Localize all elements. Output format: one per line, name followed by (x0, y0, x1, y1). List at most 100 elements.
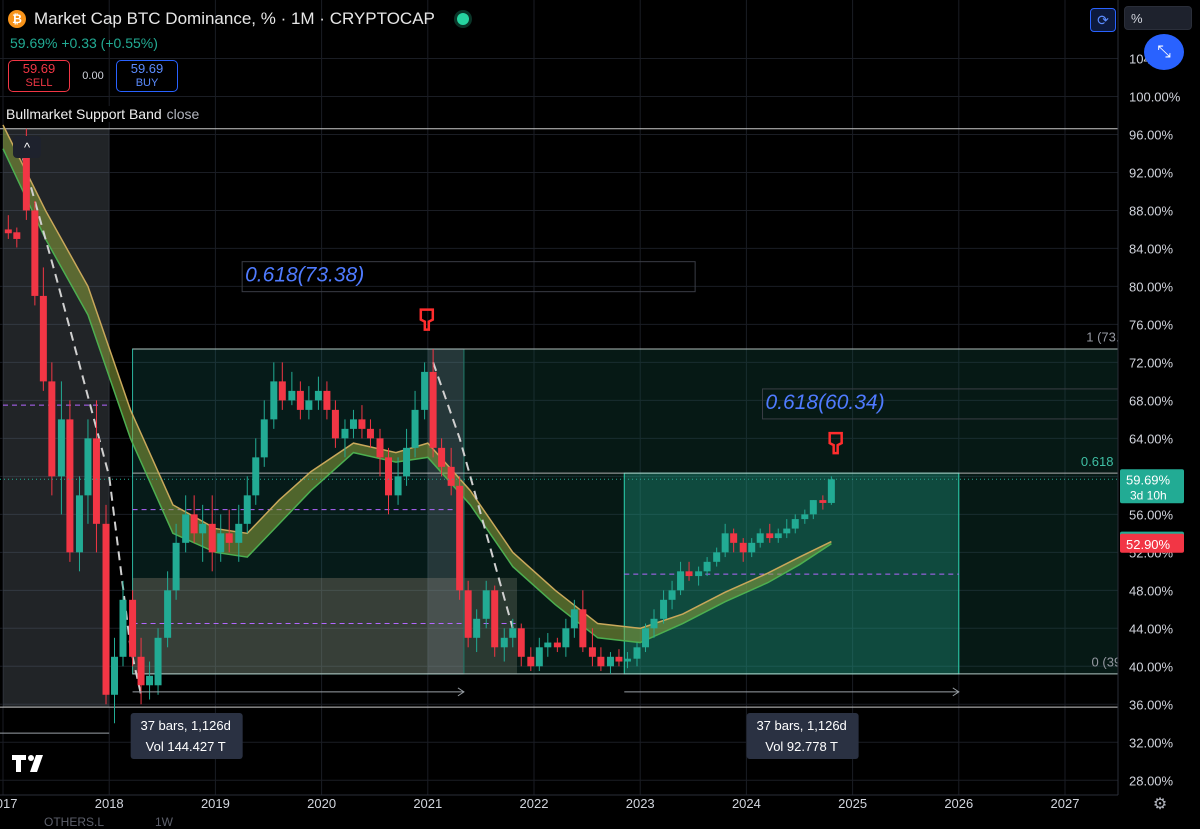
candle-body (146, 675, 154, 686)
price-axis-label: 52.90% (1126, 537, 1171, 552)
candle-body (252, 457, 260, 496)
candle-body (774, 533, 782, 539)
candle-body (111, 656, 119, 695)
symbol-title[interactable]: Market Cap BTC Dominance, % · 1M · CRYPT… (34, 9, 435, 28)
time-axis-tick: 2025 (838, 796, 867, 811)
candle-body (819, 500, 827, 503)
time-axis-tick: 2018 (95, 796, 124, 811)
candle-body (509, 628, 517, 638)
candle-body (827, 479, 835, 503)
candle-body (473, 618, 481, 638)
range-box (132, 577, 518, 674)
realtime-sync-button[interactable]: ⟳ (1090, 8, 1116, 32)
candle-body (22, 139, 30, 211)
scale-input[interactable] (1124, 6, 1192, 30)
candle-body (411, 409, 419, 448)
price-axis-tick: 48.00% (1129, 583, 1174, 598)
candle-body (376, 438, 384, 458)
candle-body (270, 381, 278, 420)
candle-body (154, 637, 162, 686)
candle-body (305, 400, 313, 410)
indicator-name[interactable]: Bullmarket Support Band (6, 106, 162, 122)
candle-body (464, 590, 472, 638)
candle-body (650, 618, 658, 629)
candle-body (137, 656, 145, 686)
dashed-moving-average (17, 143, 143, 695)
measure-label-box (130, 713, 243, 759)
candle-body (421, 371, 429, 410)
candle-body (623, 658, 631, 662)
candle-body (730, 533, 738, 543)
candle-body (349, 419, 357, 429)
candle-body (429, 371, 437, 448)
candle-body (403, 447, 411, 477)
price-axis-tick: 88.00% (1129, 203, 1174, 218)
time-axis-tick: 2017 (0, 796, 17, 811)
candle-body (809, 500, 817, 515)
annotation-box (241, 261, 696, 293)
indicator-legend[interactable]: Bullmarket Support Band close (6, 106, 199, 122)
candle-body (235, 523, 243, 543)
candle-body (66, 419, 74, 553)
spread-value: 0.00 (82, 70, 104, 82)
candle-body (570, 609, 578, 629)
candle-body (57, 419, 65, 477)
trade-panel: 59.69 SELL 0.00 59.69 BUY (8, 60, 178, 92)
sync-icon: ⟳ (1097, 11, 1109, 28)
collapse-arrows-icon: ⤡ (1157, 42, 1171, 61)
candle-body (243, 495, 251, 524)
candle-body (75, 495, 83, 553)
candle-body (48, 381, 56, 477)
price-axis-tick: 28.00% (1129, 773, 1174, 788)
time-axis-tick: 2023 (626, 796, 655, 811)
candle-body (517, 628, 525, 657)
candle-body (801, 514, 809, 520)
sell-button[interactable]: 59.69 SELL (8, 60, 70, 92)
market-status-icon[interactable] (456, 13, 469, 25)
measure-volume-label: Vol 144.427 T (146, 739, 226, 754)
buy-button[interactable]: 59.69 BUY (116, 60, 178, 92)
candle-body (535, 647, 543, 667)
candle-body (500, 637, 508, 648)
candle-body (341, 428, 349, 439)
candle-body (4, 229, 12, 234)
price-axis-label-box (1120, 469, 1184, 504)
candle-body (748, 542, 756, 553)
candle-body (721, 533, 729, 553)
candle-body (668, 590, 676, 600)
fib-annotation-label: 0.618(73.38) (245, 264, 364, 287)
price-axis-tick: 72.00% (1129, 355, 1174, 370)
time-axis-tick: 2024 (732, 796, 761, 811)
symbol-header: ₿ Market Cap BTC Dominance, % · 1M · CRY… (8, 7, 469, 31)
fullscreen-button[interactable]: ⤡ (1144, 34, 1184, 70)
time-axis-tick: 2026 (944, 796, 973, 811)
candle-body (92, 438, 100, 524)
candle-body (31, 210, 39, 296)
settings-gear-icon[interactable]: ⚙ (1152, 796, 1168, 813)
price-axis-tick: 80.00% (1129, 279, 1174, 294)
buy-price: 59.69 (130, 61, 164, 76)
time-axis-tick: 2027 (1051, 796, 1080, 811)
candle-body (606, 656, 614, 667)
candle-body (385, 457, 393, 496)
candle-body (553, 642, 561, 648)
price-axis-tick: 56.00% (1129, 507, 1174, 522)
collapse-legend-button[interactable]: ^ (13, 136, 41, 158)
candle-body (288, 390, 296, 401)
measure-bars-label: 37 bars, 1,126d (140, 718, 230, 733)
candle-body (597, 656, 605, 667)
candle-body (296, 390, 304, 410)
candle-body (633, 647, 641, 659)
candle-body (615, 656, 623, 662)
candle-body (208, 523, 216, 553)
time-axis-tick: 2022 (520, 796, 549, 811)
candle-body (756, 533, 764, 543)
price-axis-tick: 84.00% (1129, 241, 1174, 256)
candle-body (588, 647, 596, 657)
candle-body (695, 571, 703, 577)
price-axis-tick: 100.00% (1129, 89, 1181, 104)
price-axis-label: 59.69% (1126, 472, 1171, 487)
candle-body (129, 599, 137, 657)
candle-body (119, 599, 127, 657)
